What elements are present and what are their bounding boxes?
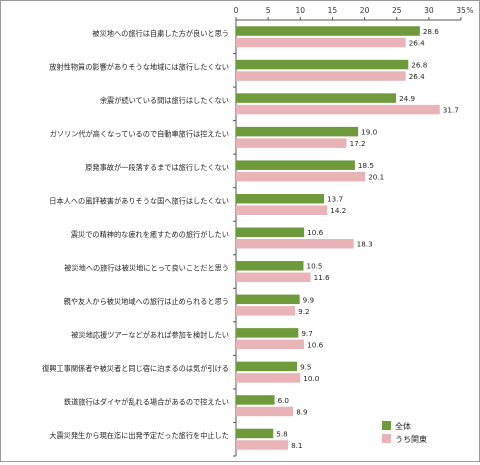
- legend-swatch: [382, 421, 391, 430]
- value-label-zentai: 24.9: [399, 94, 415, 103]
- bar-zentai: [236, 428, 274, 439]
- legend-label: うち関東: [395, 434, 427, 444]
- x-tick-label: 35: [456, 6, 466, 15]
- bar-zentai: [236, 395, 275, 405]
- bar-kanto: [236, 406, 294, 417]
- bar-kanto: [236, 205, 328, 215]
- value-label-zentai: 6.0: [278, 396, 290, 405]
- category-label: 放射性物質の影響がありそうな地域には旅行したくない: [49, 62, 229, 71]
- category-label: 大震災発生から現在迄に出発予定だった旅行を中止した: [49, 431, 229, 440]
- value-label-kanto: 18.3: [357, 240, 373, 249]
- value-label-zentai: 9.5: [300, 362, 311, 371]
- bar-zentai: [236, 193, 325, 204]
- bar-zentai: [236, 361, 298, 372]
- value-label-kanto: 14.2: [330, 206, 346, 215]
- bar-zentai: [236, 227, 305, 237]
- x-tick-label: 25: [392, 6, 402, 15]
- category-label: 被災地への旅行は被災地にとって良いことだと思う: [64, 264, 229, 273]
- bar-kanto: [236, 272, 311, 283]
- bar-kanto: [236, 71, 406, 81]
- value-label-kanto: 31.7: [443, 106, 459, 115]
- value-label-kanto: 8.1: [291, 441, 302, 450]
- bar-zentai: [236, 126, 359, 137]
- bar-zentai: [236, 160, 355, 170]
- value-label-kanto: 20.1: [368, 173, 384, 182]
- bar-kanto: [236, 373, 301, 383]
- x-tick-label: 20: [360, 6, 370, 15]
- value-label-zentai: 28.6: [423, 27, 439, 36]
- value-label-kanto: 8.9: [296, 407, 308, 416]
- category-label: 震災での精神的な疲れを癒すための旅行がしたい: [71, 230, 229, 239]
- value-label-kanto: 26.4: [409, 38, 425, 47]
- value-label-zentai: 26.8: [411, 61, 427, 70]
- value-label-zentai: 9.7: [301, 329, 312, 338]
- legend-label: 全体: [395, 421, 411, 431]
- category-label: 原発事故が一段落するまでは旅行したくない: [85, 163, 229, 172]
- value-label-zentai: 9.9: [303, 295, 315, 304]
- value-label-zentai: 13.7: [327, 195, 343, 204]
- bar-zentai: [236, 294, 300, 305]
- category-label: 日本人への風評被害がありそうな国へ旅行はしたくない: [49, 196, 229, 205]
- bar-kanto: [236, 239, 354, 249]
- category-label: 鉄道旅行はダイヤが乱れる場合があるので控えたい: [64, 398, 229, 407]
- value-label-zentai: 5.8: [276, 429, 288, 438]
- value-label-zentai: 18.5: [358, 161, 374, 170]
- category-label: 被災地への旅行は自粛した方が良いと思う: [92, 29, 229, 38]
- bar-zentai: [236, 26, 420, 36]
- value-label-zentai: 10.6: [307, 228, 323, 237]
- bar-zentai: [236, 328, 299, 338]
- bar-kanto: [236, 440, 289, 450]
- bar-zentai: [236, 93, 397, 103]
- bar-zentai: [236, 59, 409, 70]
- legend-swatch: [382, 434, 391, 443]
- bar-kanto: [236, 138, 347, 148]
- category-label: 親や友人から被災地域への旅行は止められると思う: [64, 297, 229, 306]
- x-tick-label: 5: [266, 6, 271, 15]
- value-label-zentai: 10.5: [307, 262, 323, 271]
- value-label-kanto: 9.2: [298, 307, 309, 316]
- category-label: ガソリン代が高くなっているので自動車旅行は控えたい: [50, 129, 229, 138]
- bar-kanto: [236, 306, 296, 316]
- value-label-kanto: 10.6: [307, 340, 323, 349]
- bar-kanto: [236, 171, 366, 182]
- value-label-kanto: 17.2: [350, 139, 366, 148]
- bar-kanto: [236, 37, 406, 48]
- category-label: 余震が続いている間は旅行はしたくない: [100, 96, 229, 105]
- x-tick-label: 30: [424, 6, 434, 15]
- x-unit-label: %: [466, 6, 473, 15]
- bar-kanto: [236, 339, 305, 350]
- value-label-zentai: 19.0: [361, 128, 377, 137]
- bar-zentai: [236, 261, 304, 271]
- category-label: 被災地応援ツアーなどがあれば参加を検討したい: [71, 331, 229, 340]
- value-label-kanto: 11.6: [314, 273, 330, 282]
- category-label: 復興工事関係者や被災者と同じ宿に泊まるのは気が引ける: [42, 364, 229, 373]
- bar-kanto: [236, 104, 440, 115]
- x-tick-label: 10: [296, 6, 306, 15]
- value-label-kanto: 26.4: [409, 72, 425, 81]
- x-tick-label: 0: [234, 6, 239, 15]
- value-label-kanto: 10.0: [303, 374, 319, 383]
- x-tick-label: 15: [328, 6, 338, 15]
